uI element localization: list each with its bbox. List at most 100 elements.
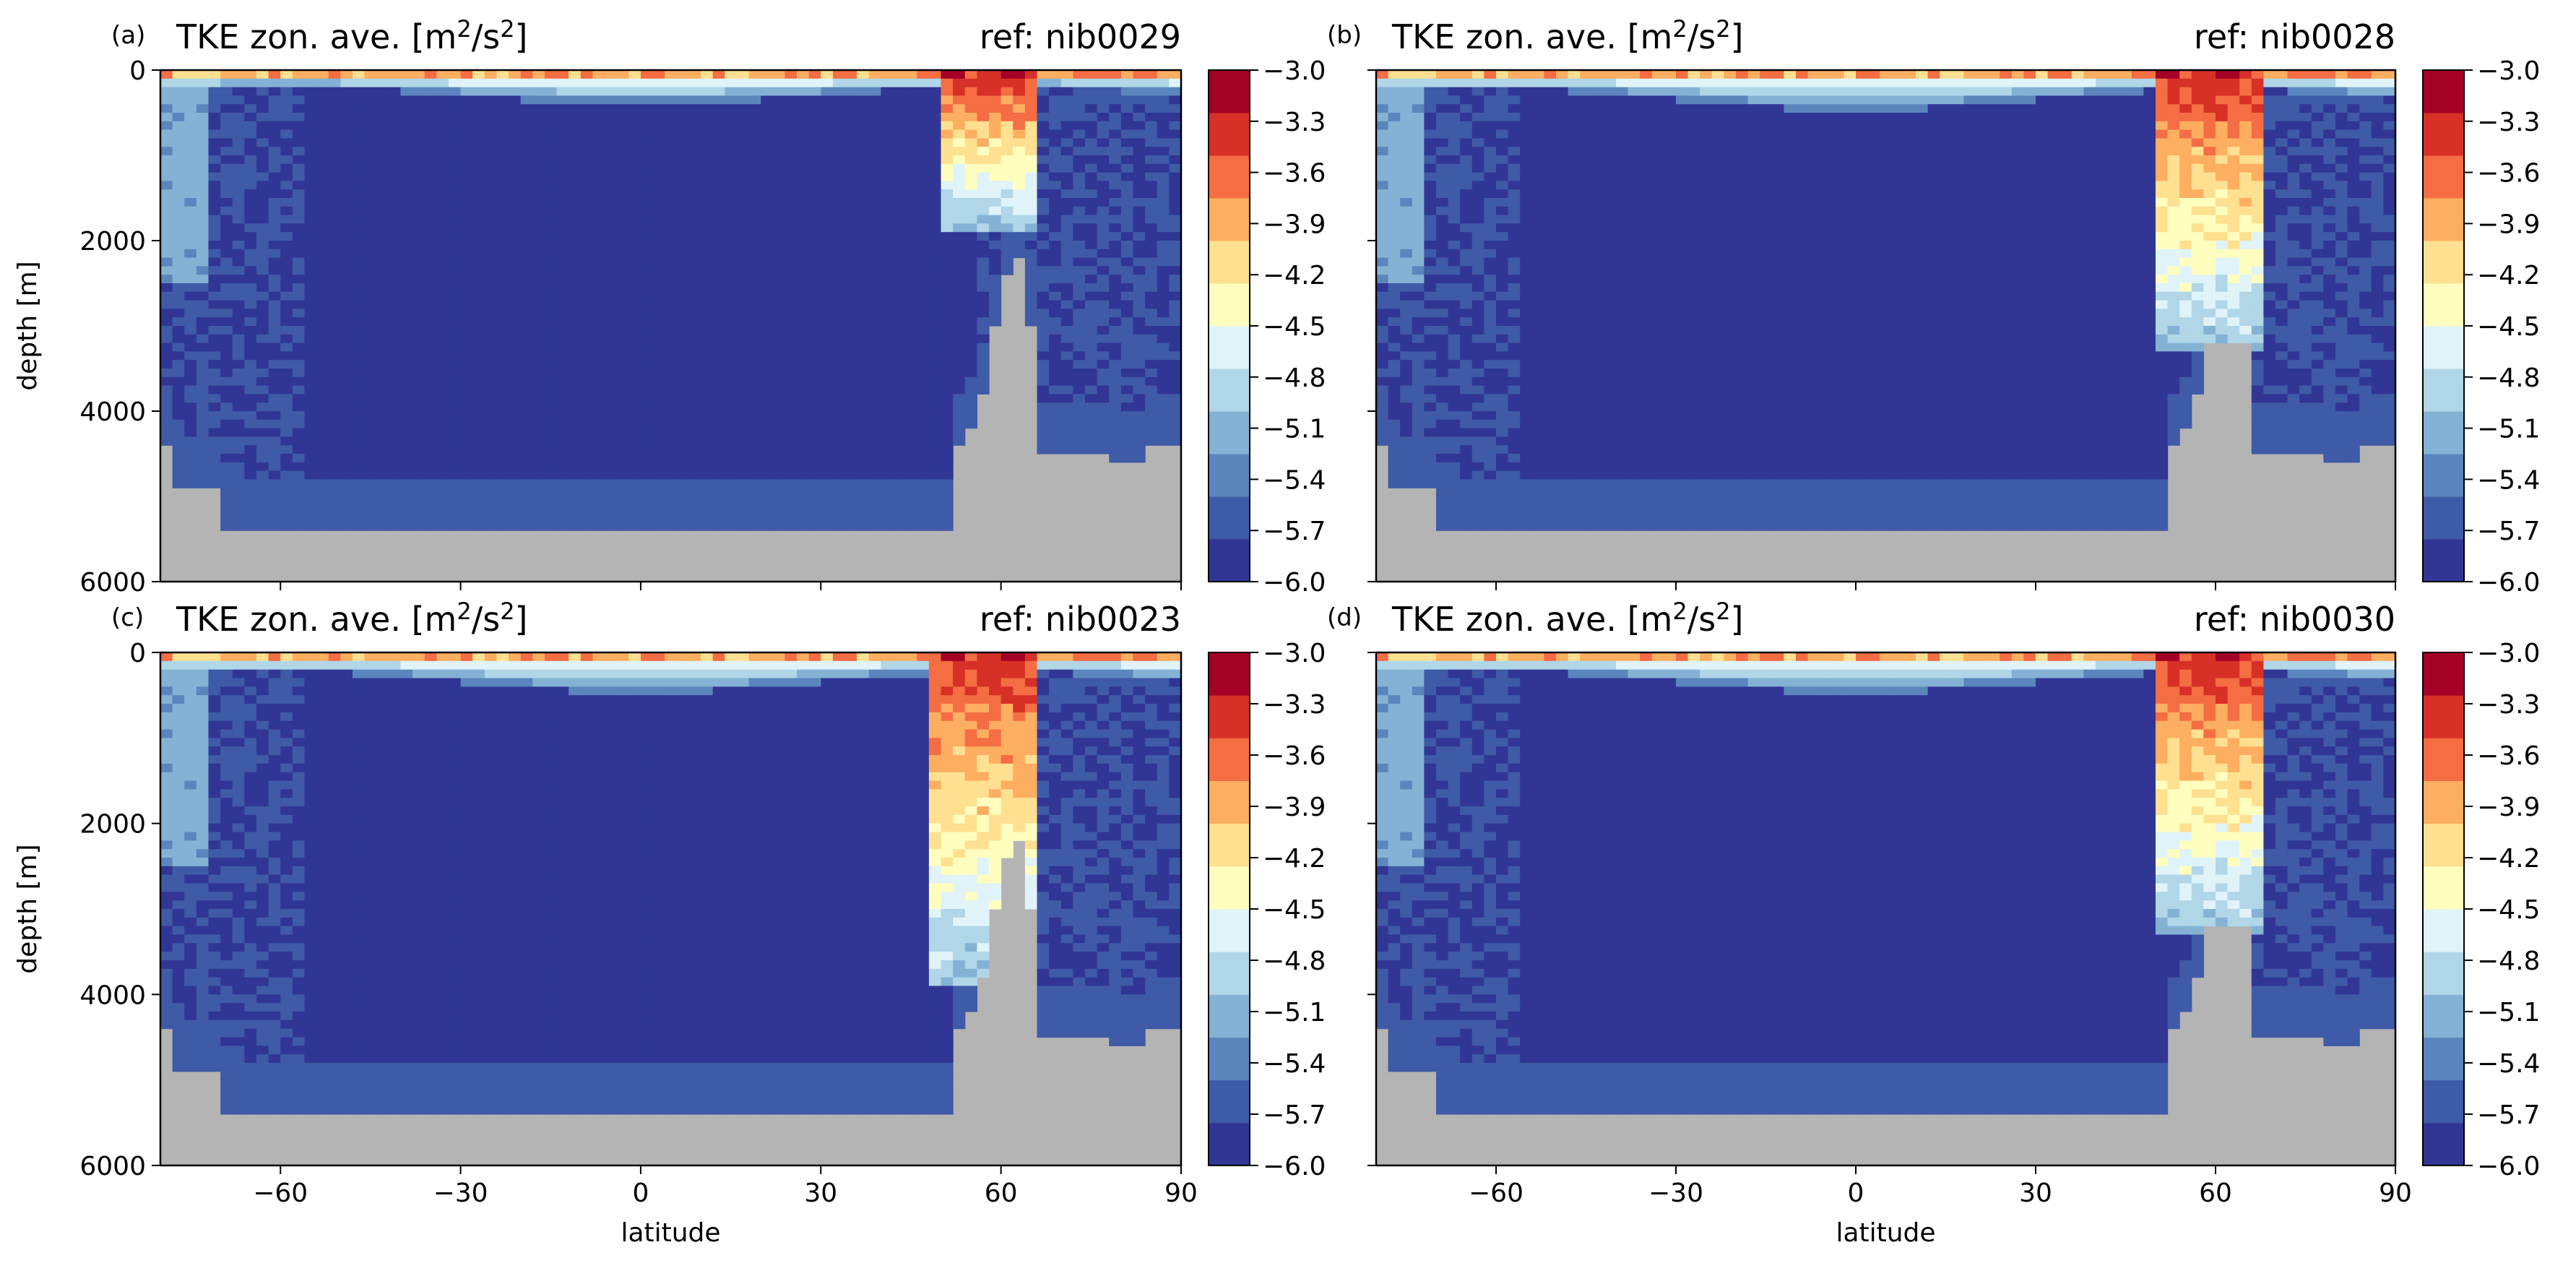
heatmap-cell bbox=[1000, 78, 1013, 88]
heatmap-cell bbox=[616, 275, 629, 284]
heatmap-cell bbox=[400, 462, 413, 472]
heatmap-cell bbox=[1460, 241, 1473, 250]
heatmap-cell bbox=[989, 121, 1002, 131]
heatmap-cell bbox=[376, 70, 389, 79]
heatmap-cell bbox=[1073, 342, 1086, 352]
heatmap-cell bbox=[857, 163, 870, 173]
heatmap-cell bbox=[424, 249, 437, 259]
heatmap-cell bbox=[821, 479, 834, 488]
heatmap-cell bbox=[857, 223, 870, 233]
heatmap-cell bbox=[652, 129, 665, 139]
heatmap-cell bbox=[616, 215, 629, 224]
heatmap-cell bbox=[340, 70, 353, 79]
heatmap-cell bbox=[532, 385, 545, 395]
heatmap-cell bbox=[328, 351, 341, 361]
heatmap-cell bbox=[280, 342, 293, 352]
heatmap-cell bbox=[1145, 326, 1158, 335]
heatmap-cell bbox=[1060, 291, 1073, 301]
heatmap-cell bbox=[1471, 428, 1484, 437]
heatmap-cell bbox=[1145, 275, 1158, 284]
heatmap-cell bbox=[1448, 419, 1461, 429]
heatmap-cell bbox=[256, 189, 269, 199]
heatmap-cell bbox=[172, 87, 185, 96]
heatmap-cell bbox=[268, 275, 281, 284]
heatmap-cell bbox=[1448, 70, 1461, 79]
heatmap-cell bbox=[857, 334, 870, 344]
heatmap-cell bbox=[761, 275, 774, 284]
heatmap-cell bbox=[640, 342, 654, 352]
heatmap-cell bbox=[748, 334, 761, 344]
heatmap-cell bbox=[376, 454, 389, 463]
heatmap-cell bbox=[1013, 104, 1026, 113]
heatmap-cell bbox=[712, 394, 725, 403]
heatmap-cell bbox=[400, 300, 413, 309]
heatmap-cell bbox=[712, 232, 725, 241]
heatmap-cell bbox=[1388, 163, 1401, 173]
heatmap-cell bbox=[736, 462, 750, 472]
heatmap-cell bbox=[352, 360, 366, 369]
heatmap-cell bbox=[652, 241, 665, 250]
heatmap-cell bbox=[292, 488, 306, 497]
heatmap-cell bbox=[436, 198, 449, 207]
heatmap-cell bbox=[1508, 411, 1521, 421]
heatmap-cell bbox=[893, 428, 906, 437]
heatmap-cell bbox=[772, 266, 786, 275]
heatmap-cell bbox=[1037, 436, 1050, 446]
heatmap-cell bbox=[640, 368, 654, 378]
heatmap-cell bbox=[160, 283, 173, 293]
heatmap-cell bbox=[1145, 70, 1158, 79]
heatmap-cell bbox=[220, 360, 233, 369]
heatmap-cell bbox=[448, 394, 462, 403]
heatmap-cell bbox=[785, 470, 798, 480]
heatmap-cell bbox=[424, 479, 437, 488]
heatmap-cell bbox=[941, 155, 954, 165]
heatmap-cell bbox=[412, 155, 425, 165]
heatmap-cell bbox=[1120, 147, 1134, 156]
heatmap-cell bbox=[1120, 309, 1134, 318]
heatmap-cell bbox=[556, 223, 569, 233]
heatmap-cell bbox=[1400, 317, 1413, 327]
heatmap-cell bbox=[857, 454, 870, 463]
heatmap-cell bbox=[772, 206, 786, 216]
heatmap-cell bbox=[292, 522, 306, 531]
heatmap-cell bbox=[1460, 95, 1473, 105]
heatmap-cell bbox=[388, 419, 402, 429]
heatmap-cell bbox=[941, 291, 954, 301]
heatmap-cell bbox=[785, 70, 798, 79]
heatmap-cell bbox=[1000, 147, 1013, 156]
heatmap-cell bbox=[688, 317, 701, 327]
heatmap-cell bbox=[244, 138, 257, 147]
heatmap-cell bbox=[868, 445, 882, 454]
heatmap-cell bbox=[256, 291, 269, 301]
heatmap-cell bbox=[376, 428, 389, 437]
heatmap-cell bbox=[1013, 172, 1026, 181]
heatmap-cell bbox=[580, 189, 594, 199]
heatmap-cell bbox=[292, 462, 306, 472]
heatmap-cell bbox=[172, 275, 185, 284]
heatmap-cell bbox=[772, 342, 786, 352]
heatmap-cell bbox=[256, 249, 269, 259]
heatmap-cell bbox=[448, 291, 462, 301]
heatmap-cell bbox=[412, 402, 425, 412]
heatmap-cell bbox=[580, 113, 594, 122]
heatmap-cell bbox=[460, 436, 473, 446]
heatmap-cell bbox=[1412, 189, 1425, 199]
heatmap-cell bbox=[316, 283, 329, 293]
heatmap-cell bbox=[1496, 189, 1509, 199]
heatmap-cell bbox=[556, 283, 569, 293]
heatmap-cell bbox=[904, 121, 917, 131]
heatmap-cell bbox=[388, 522, 402, 531]
heatmap-cell bbox=[928, 522, 942, 531]
heatmap-cell bbox=[797, 368, 810, 378]
heatmap-cell bbox=[220, 113, 233, 122]
heatmap-cell bbox=[172, 70, 185, 79]
heatmap-cell bbox=[832, 87, 846, 96]
heatmap-cell bbox=[316, 129, 329, 139]
heatmap-cell bbox=[412, 241, 425, 250]
heatmap-cell bbox=[605, 462, 618, 472]
heatmap-cell bbox=[352, 428, 366, 437]
heatmap-cell bbox=[628, 78, 641, 88]
heatmap-cell bbox=[496, 300, 509, 309]
heatmap-cell bbox=[881, 283, 894, 293]
heatmap-cell bbox=[977, 206, 990, 216]
